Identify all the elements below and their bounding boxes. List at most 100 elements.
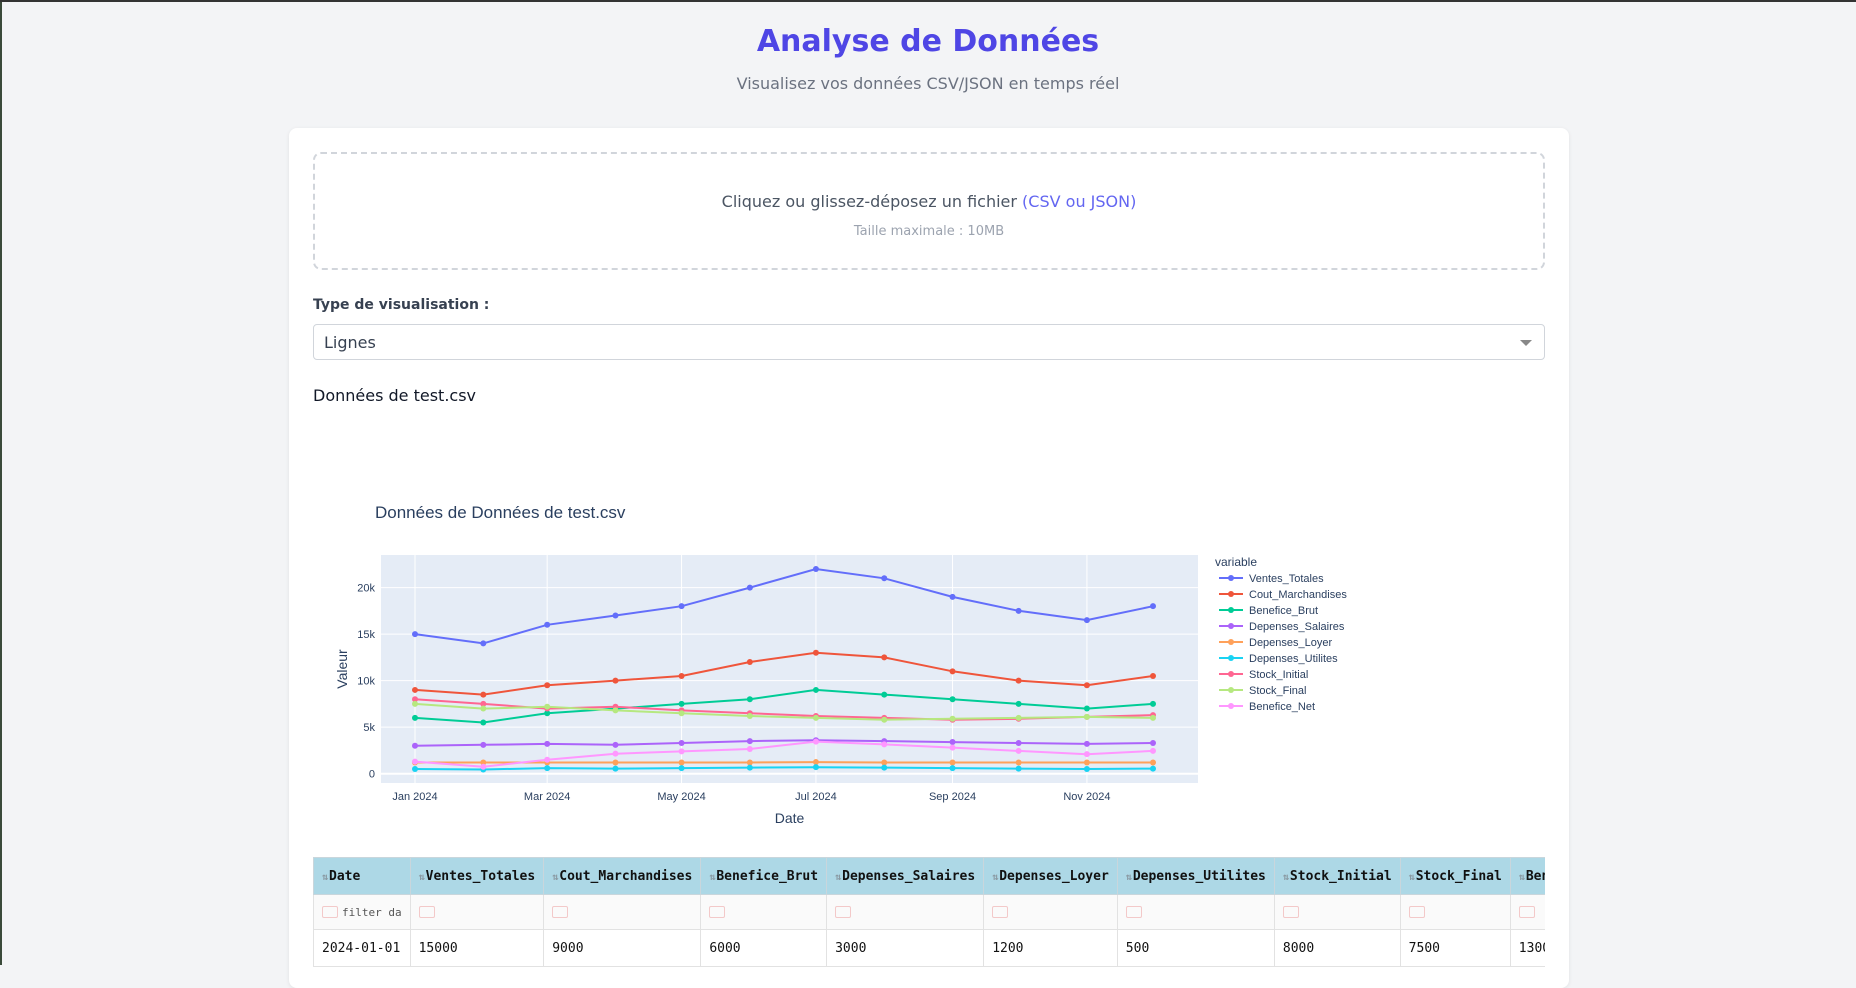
data-point-Stock_Final — [1016, 715, 1022, 721]
data-point-Ventes_Totales — [480, 640, 486, 646]
filter-case-icon[interactable] — [709, 906, 725, 918]
column-filter-input[interactable] — [1274, 895, 1400, 930]
sort-icon[interactable]: ⇅ — [1283, 872, 1289, 883]
filter-case-icon[interactable] — [322, 906, 338, 918]
data-point-Cout_Marchandises — [1084, 682, 1090, 688]
sort-icon[interactable]: ⇅ — [1409, 872, 1415, 883]
filter-case-icon[interactable] — [1409, 906, 1425, 918]
data-point-Benefice_Net — [544, 757, 550, 763]
x-tick-label: Jul 2024 — [795, 791, 837, 803]
data-point-Benefice_Brut — [813, 687, 819, 693]
data-point-Depenses_Utilites — [612, 766, 618, 772]
column-header[interactable]: ⇅Cout_Marchandises — [544, 858, 701, 895]
data-point-Stock_Final — [813, 715, 819, 721]
filter-case-icon[interactable] — [992, 906, 1008, 918]
sort-icon[interactable]: ⇅ — [709, 872, 715, 883]
column-header-label: Benefice_Brut — [716, 869, 818, 884]
x-tick-label: Nov 2024 — [1063, 791, 1110, 803]
sort-icon[interactable]: ⇅ — [835, 872, 841, 883]
column-filter-input[interactable] — [1117, 895, 1274, 930]
legend-entry: Stock_Initial — [1249, 669, 1308, 681]
filter-case-icon[interactable] — [1283, 906, 1299, 918]
data-point-Ventes_Totales — [612, 612, 618, 618]
legend-entry: Depenses_Loyer — [1249, 637, 1333, 649]
data-point-Depenses_Loyer — [1084, 760, 1090, 766]
data-point-Depenses_Salaires — [1084, 741, 1090, 747]
x-tick-label: Jan 2024 — [392, 791, 437, 803]
data-point-Ventes_Totales — [950, 594, 956, 600]
legend-marker — [1228, 607, 1234, 613]
data-table-container[interactable]: ⇅Date⇅Ventes_Totales⇅Cout_Marchandises⇅B… — [313, 857, 1545, 988]
column-header[interactable]: ⇅Stock_Final — [1400, 858, 1510, 895]
legend-entry: Depenses_Salaires — [1249, 621, 1345, 633]
legend-marker — [1228, 575, 1234, 581]
column-filter-input[interactable] — [544, 895, 701, 930]
viz-type-label: Type de visualisation : — [313, 297, 489, 313]
data-point-Depenses_Utilites — [1016, 766, 1022, 772]
filter-case-icon[interactable] — [419, 906, 435, 918]
legend-marker — [1228, 591, 1234, 597]
sort-icon[interactable]: ⇅ — [552, 872, 558, 883]
x-tick-label: Sep 2024 — [929, 791, 976, 803]
column-header-label: Date — [329, 869, 360, 884]
column-filter-input[interactable] — [410, 895, 544, 930]
data-point-Depenses_Salaires — [480, 742, 486, 748]
data-point-Benefice_Net — [679, 748, 685, 754]
data-point-Benefice_Net — [813, 739, 819, 745]
column-header[interactable]: ⇅Depenses_Utilites — [1117, 858, 1274, 895]
column-filter-input[interactable] — [701, 895, 827, 930]
legend-marker — [1228, 655, 1234, 661]
column-filter-input[interactable] — [1510, 895, 1545, 930]
chart-legend: variableVentes_TotalesCout_MarchandisesB… — [1215, 555, 1347, 713]
data-point-Depenses_Utilites — [1084, 766, 1090, 772]
plot-area — [381, 555, 1198, 783]
data-point-Benefice_Brut — [412, 715, 418, 721]
chart-title: Données de Données de test.csv — [375, 503, 626, 522]
sort-icon[interactable]: ⇅ — [992, 872, 998, 883]
sort-icon[interactable]: ⇅ — [1519, 872, 1525, 883]
table-cell: 8000 — [1274, 930, 1400, 967]
filter-case-icon[interactable] — [552, 906, 568, 918]
column-filter-input[interactable]: filter da — [314, 895, 411, 930]
sort-icon[interactable]: ⇅ — [322, 872, 328, 883]
data-point-Benefice_Net — [881, 741, 887, 747]
table-cell: 7500 — [1400, 930, 1510, 967]
column-filter-input[interactable] — [1400, 895, 1510, 930]
sort-icon[interactable]: ⇅ — [419, 872, 425, 883]
data-point-Depenses_Loyer — [747, 760, 753, 766]
column-header[interactable]: ⇅Benefice_Brut — [701, 858, 827, 895]
column-header[interactable]: ⇅Benefice_Net — [1510, 858, 1545, 895]
column-header[interactable]: ⇅Depenses_Loyer — [984, 858, 1118, 895]
data-point-Cout_Marchandises — [950, 668, 956, 674]
legend-entry: Ventes_Totales — [1249, 573, 1324, 585]
sort-icon[interactable]: ⇅ — [1126, 872, 1132, 883]
column-header-label: Depenses_Loyer — [999, 869, 1109, 884]
data-point-Depenses_Salaires — [412, 743, 418, 749]
legend-title: variable — [1215, 555, 1257, 569]
legend-marker — [1228, 671, 1234, 677]
file-dropzone[interactable]: Cliquez ou glissez-déposez un fichier (C… — [313, 152, 1545, 270]
table-cell: 9000 — [544, 930, 701, 967]
dropzone-prompt: Cliquez ou glissez-déposez un fichier (C… — [315, 192, 1543, 211]
data-point-Benefice_Brut — [1150, 701, 1156, 707]
data-point-Benefice_Brut — [1084, 706, 1090, 712]
column-header-label: Depenses_Salaires — [842, 869, 975, 884]
data-point-Depenses_Utilites — [881, 765, 887, 771]
data-point-Depenses_Utilites — [950, 765, 956, 771]
column-header[interactable]: ⇅Ventes_Totales — [410, 858, 544, 895]
table-cell: 6000 — [701, 930, 827, 967]
column-header[interactable]: ⇅Stock_Initial — [1274, 858, 1400, 895]
filter-case-icon[interactable] — [1126, 906, 1142, 918]
column-filter-input[interactable] — [984, 895, 1118, 930]
viz-type-selected: Lignes — [324, 333, 376, 352]
filter-case-icon[interactable] — [835, 906, 851, 918]
filter-case-icon[interactable] — [1519, 906, 1535, 918]
data-point-Stock_Final — [544, 704, 550, 710]
column-filter-input[interactable] — [827, 895, 984, 930]
column-header[interactable]: ⇅Date — [314, 858, 411, 895]
page-subtitle: Visualisez vos données CSV/JSON en temps… — [0, 74, 1856, 93]
data-point-Benefice_Brut — [950, 696, 956, 702]
viz-type-select[interactable]: Lignes — [313, 324, 1545, 360]
column-header-label: Stock_Final — [1416, 869, 1502, 884]
column-header[interactable]: ⇅Depenses_Salaires — [827, 858, 984, 895]
